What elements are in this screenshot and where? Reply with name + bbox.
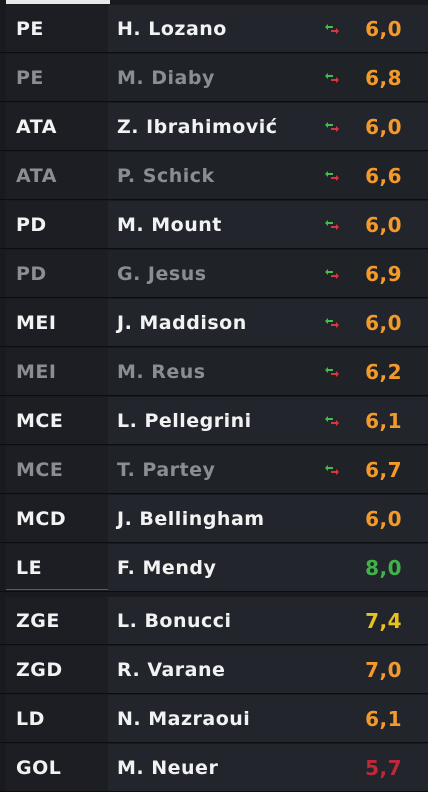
player-position: ZGE (6, 597, 108, 644)
player-position: ZGD (6, 646, 108, 693)
player-name: F. Mendy (108, 544, 428, 591)
player-name: J. Bellingham (108, 495, 428, 542)
swap-arrows-icon (325, 268, 339, 279)
swap-arrows-icon (325, 72, 339, 83)
player-position: PE (6, 54, 108, 101)
player-row[interactable]: ZGE L. Bonucci 7,4 (0, 597, 428, 645)
player-rating: 6,0 (365, 506, 402, 531)
player-name: T. Partey (108, 446, 428, 493)
player-name: M. Neuer (108, 744, 428, 791)
player-row[interactable]: MCD J. Bellingham 6,0 (0, 495, 428, 543)
tab-indicator (6, 0, 110, 4)
player-row[interactable]: MEI M. Reus 6,2 (0, 348, 428, 396)
player-rating: 7,4 (365, 608, 402, 633)
player-position: MEI (6, 348, 108, 395)
player-position: MCE (6, 446, 108, 493)
player-name: Z. Ibrahimović (108, 103, 428, 150)
swap-arrows-icon (325, 366, 339, 377)
player-position: LD (6, 695, 108, 742)
player-row[interactable]: PE H. Lozano 6,0 (0, 5, 428, 53)
swap-arrows-icon (325, 464, 339, 475)
player-position: ATA (6, 103, 108, 150)
player-rating: 6,1 (365, 706, 402, 731)
swap-arrows-icon (325, 23, 339, 34)
player-name: M. Mount (108, 201, 428, 248)
player-row[interactable]: LD N. Mazraoui 6,1 (0, 695, 428, 743)
player-name: M. Diaby (108, 54, 428, 101)
player-row[interactable]: PD M. Mount 6,0 (0, 201, 428, 249)
swap-arrows-icon (325, 170, 339, 181)
player-rating: 7,0 (365, 657, 402, 682)
player-name: L. Pellegrini (108, 397, 428, 444)
player-rating: 6,0 (365, 114, 402, 139)
player-row[interactable]: ATA P. Schick 6,6 (0, 152, 428, 200)
player-name: R. Varane (108, 646, 428, 693)
player-position: ATA (6, 152, 108, 199)
player-row[interactable]: GOL M. Neuer 5,7 (0, 744, 428, 792)
player-row[interactable]: MCE T. Partey 6,7 (0, 446, 428, 494)
section-divider (6, 589, 108, 590)
player-name: P. Schick (108, 152, 428, 199)
player-position: PE (6, 5, 108, 52)
player-position: MCE (6, 397, 108, 444)
player-position: PD (6, 201, 108, 248)
player-rating: 6,6 (365, 163, 402, 188)
player-rating: 6,2 (365, 359, 402, 384)
player-rating: 8,0 (365, 555, 402, 580)
player-position: PD (6, 250, 108, 297)
player-name: J. Maddison (108, 299, 428, 346)
player-row[interactable]: ATA Z. Ibrahimović 6,0 (0, 103, 428, 151)
player-rating: 5,7 (365, 755, 402, 780)
player-position: MEI (6, 299, 108, 346)
player-position: LE (6, 544, 108, 591)
player-name: M. Reus (108, 348, 428, 395)
player-name: G. Jesus (108, 250, 428, 297)
player-row[interactable]: LE F. Mendy 8,0 (0, 544, 428, 592)
player-name: H. Lozano (108, 5, 428, 52)
swap-arrows-icon (325, 219, 339, 230)
player-rating: 6,7 (365, 457, 402, 482)
player-position: GOL (6, 744, 108, 791)
player-rating: 6,1 (365, 408, 402, 433)
player-row[interactable]: PE M. Diaby 6,8 (0, 54, 428, 102)
player-rating: 6,8 (365, 65, 402, 90)
swap-arrows-icon (325, 317, 339, 328)
player-name: L. Bonucci (108, 597, 428, 644)
player-rating: 6,0 (365, 212, 402, 237)
player-row[interactable]: MEI J. Maddison 6,0 (0, 299, 428, 347)
swap-arrows-icon (325, 121, 339, 132)
swap-arrows-icon (325, 415, 339, 426)
player-row[interactable]: MCE L. Pellegrini 6,1 (0, 397, 428, 445)
player-row[interactable]: PD G. Jesus 6,9 (0, 250, 428, 298)
player-rating: 6,0 (365, 16, 402, 41)
player-row[interactable]: ZGD R. Varane 7,0 (0, 646, 428, 694)
player-rating: 6,9 (365, 261, 402, 286)
player-name: N. Mazraoui (108, 695, 428, 742)
player-position: MCD (6, 495, 108, 542)
player-rating: 6,0 (365, 310, 402, 335)
